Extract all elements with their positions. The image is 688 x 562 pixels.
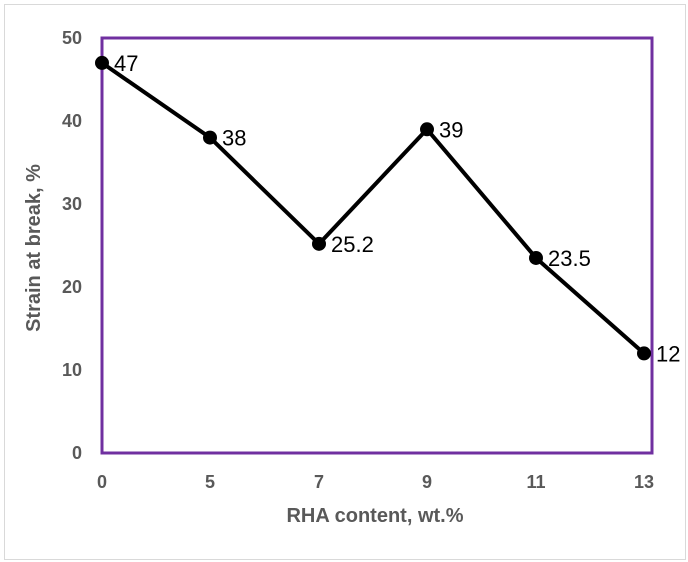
plot-area-border (100, 36, 654, 455)
x-tick-label: 9 (422, 472, 432, 492)
x-tick-label: 0 (97, 472, 107, 492)
data-label: 12 (656, 341, 680, 366)
data-label: 47 (114, 51, 138, 76)
data-markers (95, 55, 651, 361)
y-tick-label: 0 (72, 443, 82, 463)
data-point (312, 236, 326, 251)
chart-frame (4, 4, 686, 560)
y-axis-ticks: 0 10 20 30 40 50 (62, 28, 82, 463)
x-tick-label: 5 (205, 472, 215, 492)
data-label: 39 (439, 117, 463, 142)
data-point (529, 250, 543, 265)
data-labels: 47 38 25.2 39 23.5 12 (114, 51, 680, 366)
series-line (100, 61, 646, 355)
y-tick-label: 30 (62, 194, 82, 214)
data-point (203, 130, 217, 145)
data-point (637, 346, 651, 361)
x-axis-ticks: 0 5 7 9 11 13 (97, 472, 654, 492)
data-label: 23.5 (548, 246, 591, 271)
x-tick-label: 11 (526, 472, 545, 492)
y-tick-label: 40 (62, 111, 82, 131)
y-tick-label: 20 (62, 277, 82, 297)
x-tick-label: 13 (634, 472, 654, 492)
data-point (95, 55, 109, 70)
x-tick-label: 7 (314, 472, 324, 492)
x-axis-title: RHA content, wt.% (286, 505, 463, 527)
data-point (420, 122, 434, 137)
y-tick-label: 50 (62, 28, 82, 48)
data-label: 25.2 (331, 232, 374, 257)
data-label: 38 (222, 126, 246, 151)
y-tick-label: 10 (62, 360, 82, 380)
y-axis-title: Strain at break, % (23, 164, 45, 332)
